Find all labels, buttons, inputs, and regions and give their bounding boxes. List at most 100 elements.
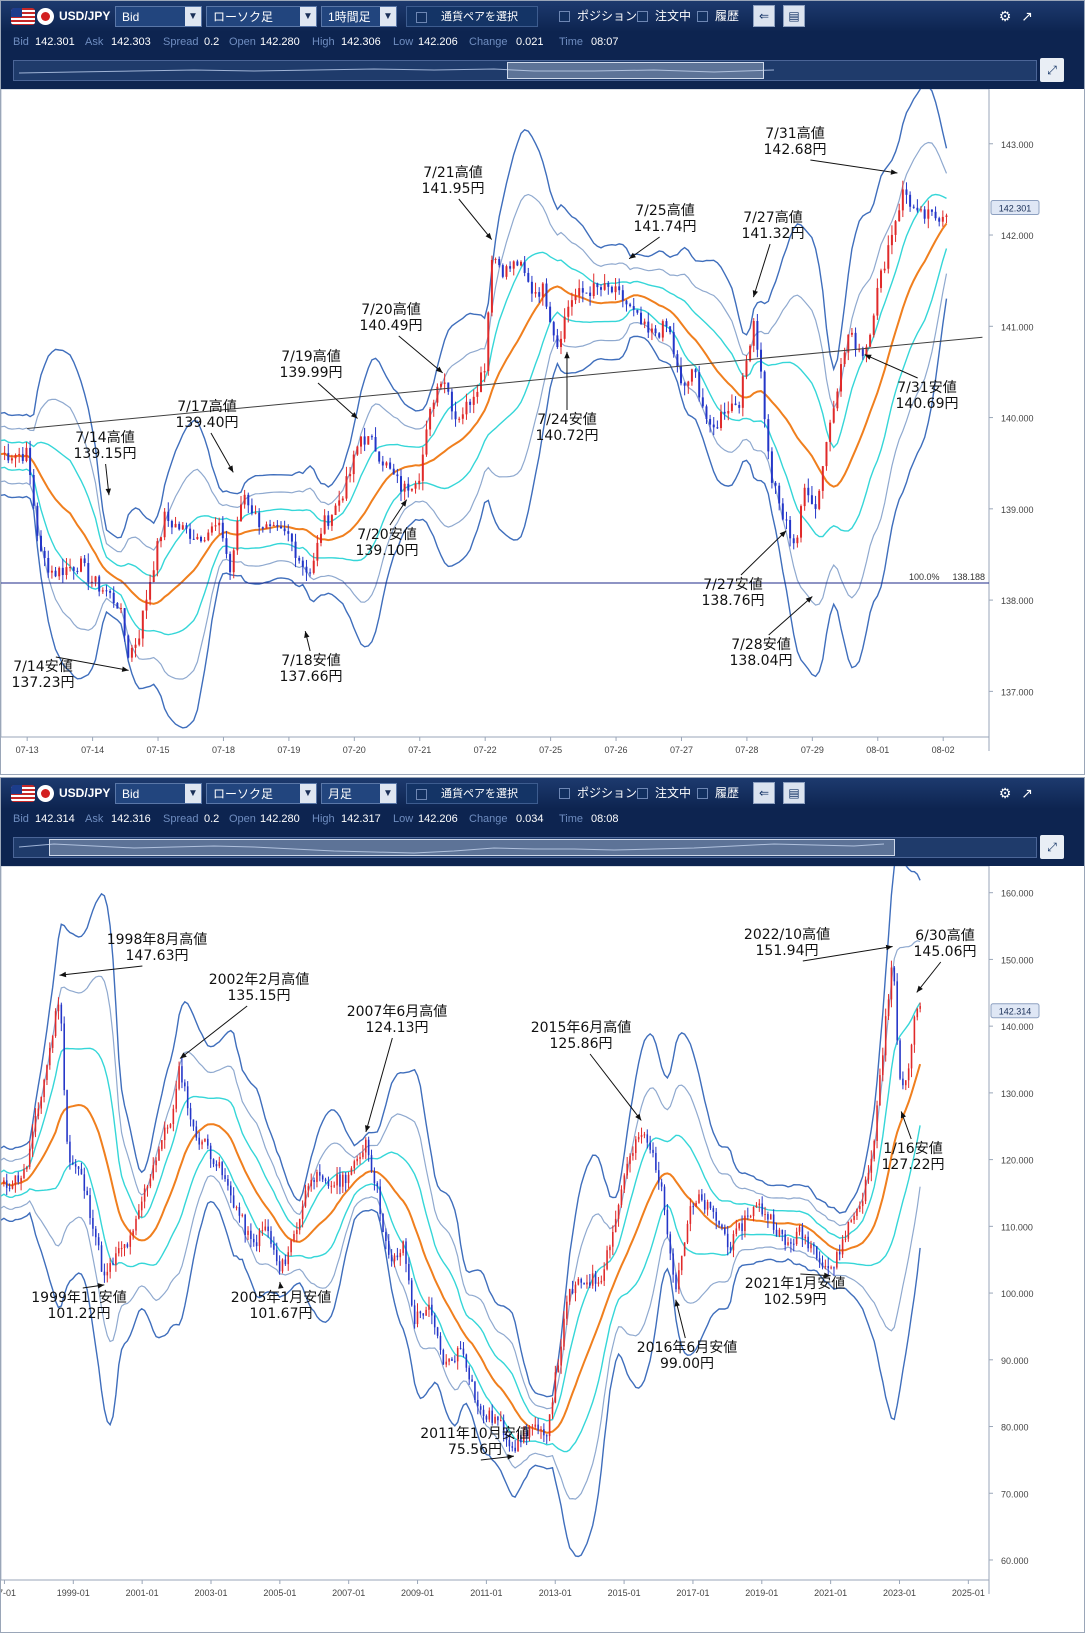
annotation-value: 124.13円: [366, 1020, 429, 1036]
chart-kind-select[interactable]: ローソク足 ▼: [206, 783, 317, 804]
chart-tool-button[interactable]: ⇐: [753, 5, 775, 27]
gear-icon[interactable]: ⚙: [998, 8, 1012, 24]
candle-body: [609, 1246, 611, 1251]
candle-body: [244, 1214, 246, 1235]
currency-pair-label[interactable]: USD/JPY: [59, 786, 111, 800]
chart-tool-button[interactable]: ⇐: [753, 782, 775, 804]
fullscreen-icon[interactable]: ⤢: [1040, 58, 1064, 82]
popout-icon[interactable]: ↗: [1021, 785, 1033, 801]
orders-checkbox[interactable]: 注文中: [637, 6, 691, 27]
candle-body: [227, 1178, 229, 1186]
candle-body: [637, 1136, 640, 1140]
navigator-track[interactable]: [13, 60, 1037, 81]
candle-body: [883, 268, 886, 271]
timeframe-select[interactable]: 1時間足 ▼: [321, 6, 397, 27]
chart-layout-button[interactable]: ▤: [783, 5, 805, 27]
navigator-window[interactable]: [507, 62, 764, 79]
orders-checkbox[interactable]: 注文中: [637, 783, 691, 804]
annotation-value: 145.06円: [914, 944, 977, 960]
candle-body: [77, 1166, 80, 1169]
candle-body: [240, 504, 243, 521]
x-tick-label: 08-02: [932, 745, 955, 755]
candle-body: [474, 1381, 476, 1400]
candle-body: [86, 1190, 88, 1196]
annotation-value: 137.66円: [280, 669, 343, 685]
candle-body: [893, 967, 896, 982]
annotation-arrow: [810, 159, 898, 174]
candle-body: [323, 515, 326, 534]
candle-body: [534, 292, 537, 294]
candle-body: [594, 1273, 597, 1284]
gear-icon[interactable]: ⚙: [998, 785, 1012, 801]
candle-body: [273, 1243, 275, 1250]
plot-area-2[interactable]: 160.000 150.000 140.000 130.000 120.000 110.0…: [1, 866, 1084, 1632]
candle-body: [54, 570, 57, 577]
candle-body: [390, 1254, 393, 1262]
candle-body: [672, 1253, 674, 1275]
y-tick-label: 141.000: [1001, 322, 1034, 332]
candle-body: [364, 1139, 367, 1153]
candle-body: [502, 1420, 505, 1436]
candle-body: [603, 1269, 605, 1281]
navigator-window[interactable]: [49, 839, 895, 856]
chart-kind-select[interactable]: ローソク足 ▼: [206, 6, 317, 27]
candle-body: [152, 1165, 155, 1179]
history-checkbox[interactable]: 履歴: [697, 6, 739, 27]
candle-body: [760, 349, 763, 372]
annotation-title: 7/27高値: [743, 209, 802, 226]
annotation-value: 139.10円: [356, 543, 419, 559]
annotation-arrow: [740, 530, 787, 576]
chart-layout-button[interactable]: ▤: [783, 782, 805, 804]
candle-body: [374, 437, 377, 452]
candle-body: [907, 1068, 910, 1081]
candle-body: [145, 599, 148, 611]
position-checkbox[interactable]: ポジション: [559, 783, 637, 804]
candle-body: [665, 321, 668, 327]
candle-body: [448, 1358, 450, 1362]
timeframe-select[interactable]: 月足 ▼: [321, 783, 397, 804]
plot-area-1[interactable]: 143.000 142.000 141.000 140.000 139.000 138.0…: [1, 89, 1084, 774]
candle-body: [810, 1244, 812, 1249]
candle-body: [680, 366, 683, 384]
fullscreen-icon[interactable]: ⤢: [1040, 835, 1064, 859]
history-checkbox[interactable]: 履歴: [697, 783, 739, 804]
candle-body: [614, 286, 617, 293]
candle-body: [29, 447, 32, 475]
x-tick-label: 2021-01: [814, 1588, 847, 1598]
candle-body: [413, 1305, 416, 1325]
candle-body: [732, 1234, 735, 1251]
popout-icon[interactable]: ↗: [1021, 8, 1033, 24]
candle-body: [123, 1244, 126, 1249]
candle-body: [767, 419, 770, 452]
position-checkbox[interactable]: ポジション: [559, 6, 637, 27]
candle-body: [280, 526, 283, 529]
navigator-track[interactable]: [13, 837, 1037, 858]
select-pair-button[interactable]: 通貨ペアを選択: [406, 6, 538, 27]
candle-body: [353, 1161, 356, 1169]
candle-body: [654, 328, 657, 334]
candle-body: [945, 215, 948, 217]
candle-body: [548, 1414, 551, 1437]
candle-body: [456, 1348, 459, 1362]
candle-body: [825, 442, 828, 467]
candle-body: [112, 592, 115, 603]
candle-body: [810, 495, 813, 505]
candle-body: [745, 360, 748, 377]
select-pair-button[interactable]: 通貨ペアを選択: [406, 783, 538, 804]
candle-body: [522, 1431, 525, 1443]
price-type-select[interactable]: Bid ▼: [115, 6, 202, 27]
currency-pair-label[interactable]: USD/JPY: [59, 9, 111, 23]
candle-body: [909, 194, 912, 207]
price-type-select[interactable]: Bid ▼: [115, 783, 202, 804]
y-tick-label: 100.000: [1001, 1289, 1034, 1299]
open-label: Open: [229, 36, 256, 48]
candle-body: [919, 1006, 921, 1009]
x-tick-label: 2005-01: [263, 1588, 296, 1598]
candle-body: [89, 1195, 91, 1218]
bid-value: 142.301: [35, 36, 75, 48]
x-tick-label: 07-20: [343, 745, 366, 755]
annotation-arrow: [59, 965, 143, 976]
candle-body: [683, 383, 686, 386]
candle-body: [520, 261, 523, 266]
candle-body: [334, 505, 337, 516]
